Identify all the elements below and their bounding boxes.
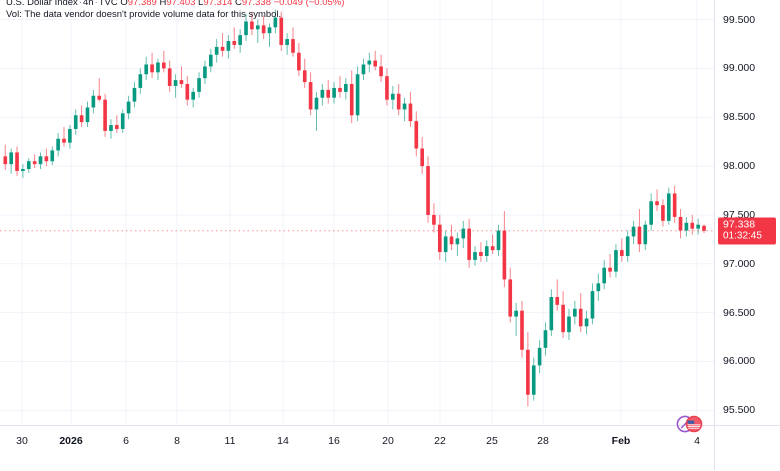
price-scale[interactable]: 97.338 01:32:45 99.500 99.000 98.500 98.000… [714,0,780,425]
chart-gridlines [0,0,714,425]
time-tick: 20 [382,435,394,447]
current-price-value: 97.338 [723,218,756,231]
price-tick: 98.500 [723,111,756,124]
price-tick: 99.500 [723,13,756,26]
price-tick: 96.000 [723,355,756,368]
time-scale[interactable]: 30 2026 6 8 11 14 16 20 22 25 28 Feb 4 [0,425,714,471]
time-tick: 4 [694,435,700,447]
price-tick: 99.000 [723,62,756,75]
time-tick: 8 [174,435,180,447]
us-dollar-index-logo-icon [676,415,703,433]
price-tick: 97.000 [723,257,756,270]
time-tick: 22 [434,435,446,447]
time-tick: 30 [16,435,28,447]
current-price-line [0,230,714,232]
chart-plot-area[interactable] [0,0,714,425]
time-tick: 28 [537,435,549,447]
scale-corner [714,425,780,470]
time-tick: 25 [486,435,498,447]
current-price-badge: 97.338 01:32:45 [718,217,776,245]
bar-countdown: 01:32:45 [723,230,762,242]
price-tick: 96.500 [723,306,756,319]
time-tick: 2026 [59,435,83,447]
price-tick: 98.000 [723,160,756,173]
time-tick: 14 [277,435,289,447]
time-tick: Feb [611,435,631,447]
time-tick: 11 [224,435,236,447]
time-tick: 16 [328,435,340,447]
candlestick-series [3,9,706,407]
price-tick: 95.500 [723,404,756,417]
time-tick: 6 [123,435,129,447]
